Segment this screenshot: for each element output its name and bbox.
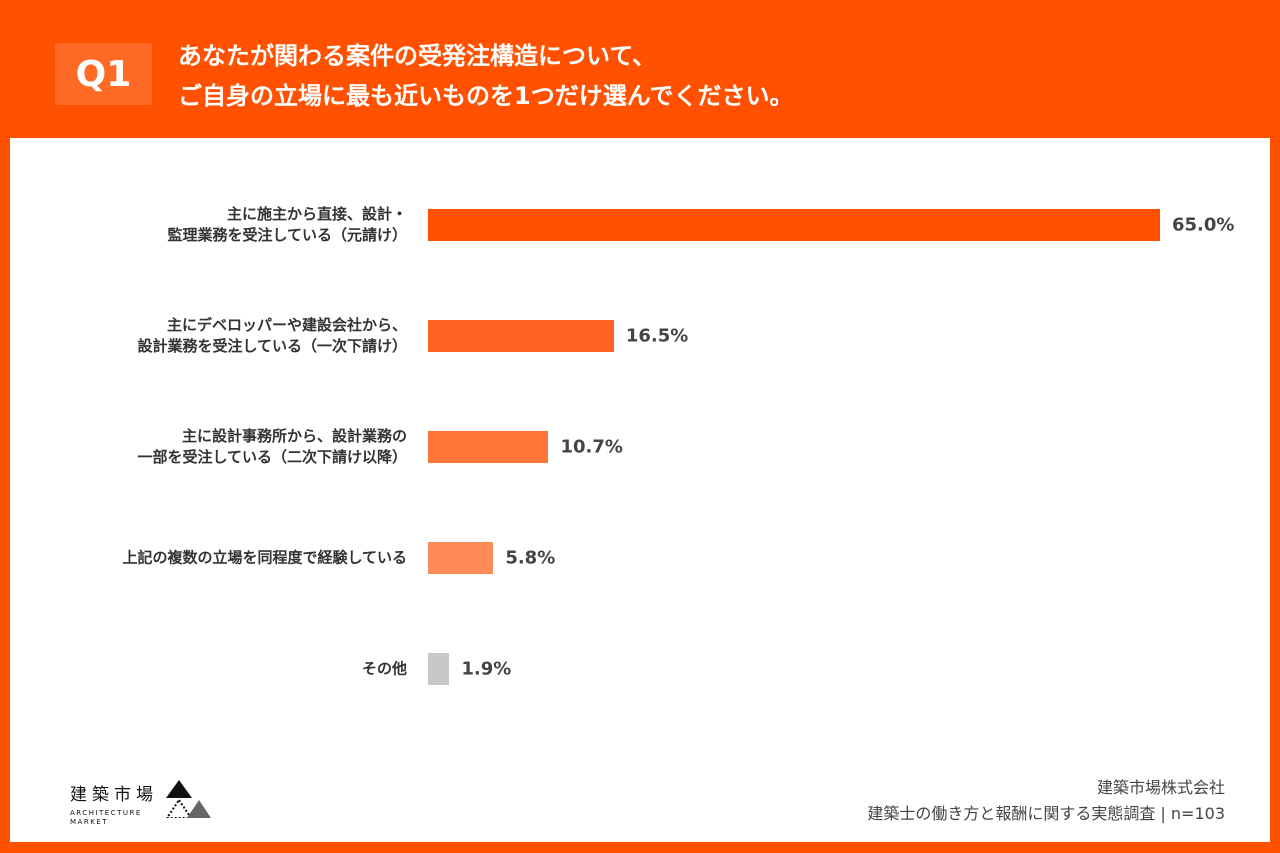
value-label: 5.8%: [505, 547, 556, 569]
category-label-line: 主に施主から直接、設計・: [226, 205, 407, 223]
value-label: 16.5%: [625, 325, 689, 347]
bar: [428, 209, 1160, 241]
category-label: 主にデベロッパーや建設会社から、設計業務を受注している（一次下請け）: [137, 315, 407, 357]
category-label: 主に設計事務所から、設計業務の一部を受注している（二次下請け以降）: [137, 426, 407, 468]
category-label: 主に施主から直接、設計・監理業務を受注している（元請け）: [167, 204, 407, 246]
logo-sub: MARKET: [70, 818, 108, 826]
company-name: 建築市場株式会社: [1096, 778, 1225, 797]
title-line-1: あなたが関わる案件の受発注構造について、: [178, 42, 657, 70]
category-label-line: 監理業務を受注している（元請け）: [167, 226, 407, 244]
category-label-line: 主にデベロッパーや建設会社から、: [166, 316, 407, 334]
category-label-line: 設計業務を受注している（一次下請け）: [137, 337, 407, 355]
question-title: あなたが関わる案件の受発注構造について、 ご自身の立場に最も近いものを1つだけ選…: [178, 36, 794, 116]
question-badge: Q1: [55, 43, 152, 105]
logo-sub: ARCHITECTURE: [70, 809, 142, 817]
value-label: 1.9%: [461, 658, 512, 680]
category-label-line: その他: [361, 659, 407, 678]
title-line-2: ご自身の立場に最も近いものを1つだけ選んでください。: [178, 82, 794, 110]
source-note: 建築市場株式会社 建築士の働き方と報酬に関する実態調査 | n=103: [867, 775, 1225, 827]
bar: [428, 320, 614, 352]
category-label: 上記の複数の立場を同程度で経験している: [122, 548, 407, 569]
bar: [428, 431, 549, 463]
category-label-line: 一部を受注している（二次下請け以降）: [137, 448, 407, 466]
logo-text: 建築市場: [70, 785, 158, 805]
value-label: 65.0%: [1172, 214, 1235, 236]
category-label: その他: [362, 659, 407, 680]
survey-name: 建築士の働き方と報酬に関する実態調査 | n=103: [867, 804, 1225, 823]
value-label: 10.7%: [560, 436, 623, 458]
category-label-line: 上記の複数の立場を同程度で経験している: [122, 548, 407, 567]
chart-panel: [10, 138, 1270, 842]
triangle-logo-icon: [166, 780, 211, 818]
bar: [428, 653, 450, 685]
company-logo: 建築市場 ARCHITECTURE MARKET: [70, 780, 212, 827]
category-label-line: 主に設計事務所から、設計業務の: [181, 427, 407, 445]
bar: [428, 542, 494, 574]
